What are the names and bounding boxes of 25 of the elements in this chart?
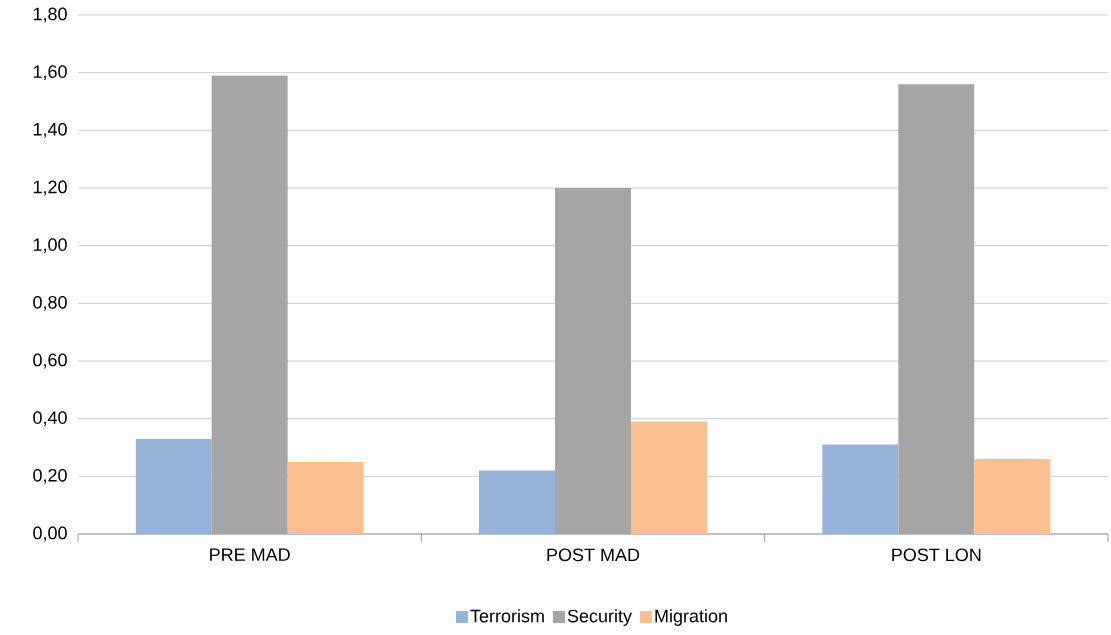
y-tick-label: 0,40	[33, 411, 67, 427]
bar	[211, 75, 288, 534]
y-tick-label: 1,60	[33, 65, 67, 81]
y-tick-label: 0,60	[33, 353, 67, 369]
bar	[478, 470, 555, 534]
legend-label: Security	[567, 609, 632, 626]
y-tick-label: 1,40	[33, 122, 67, 138]
bar	[898, 84, 975, 534]
x-tick-label: PRE MAD	[210, 548, 290, 561]
bar	[554, 188, 631, 534]
y-tick-label: 1,80	[33, 7, 67, 23]
bar	[630, 421, 707, 534]
bar	[135, 438, 212, 534]
y-tick-label: 0,20	[33, 468, 67, 484]
legend-label: Migration	[655, 609, 727, 626]
bar	[822, 444, 899, 534]
y-tick-label: 0,00	[33, 526, 67, 542]
bar	[974, 459, 1051, 534]
legend-label: Terrorism	[470, 609, 544, 623]
y-tick-label: 0,80	[33, 295, 67, 311]
y-tick-label: 1,00	[33, 238, 67, 254]
x-tick-label: POST LON	[892, 548, 981, 562]
y-tick-label: 1,20	[33, 180, 67, 196]
bar	[287, 461, 364, 534]
x-tick-label: POST MAD	[547, 548, 640, 562]
